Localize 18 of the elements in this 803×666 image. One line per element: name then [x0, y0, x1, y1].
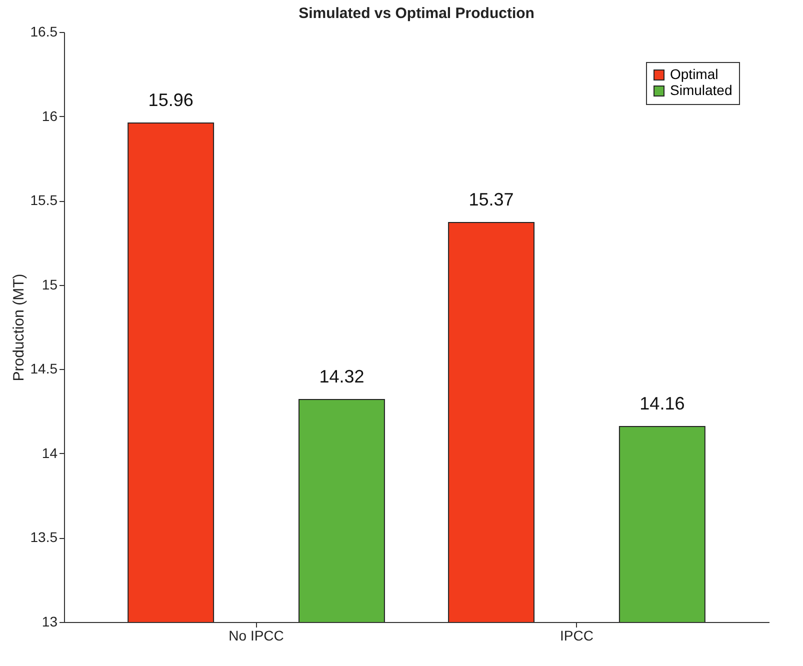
- y-axis-title: Production (MT): [10, 274, 28, 382]
- y-tick-label: 13: [42, 614, 58, 630]
- y-tick-label: 16: [42, 108, 58, 124]
- legend-label: Simulated: [670, 82, 732, 98]
- x-tick-label: IPCC: [560, 628, 594, 644]
- y-tick-label: 16.5: [30, 24, 58, 40]
- y-tick-label: 15: [42, 276, 58, 292]
- data-label: 14.16: [640, 393, 685, 414]
- data-label: 15.37: [468, 189, 514, 210]
- x-tick-label: No IPCC: [228, 628, 284, 644]
- data-label: 15.96: [148, 90, 194, 110]
- chart-title: Simulated vs Optimal Production: [298, 5, 534, 22]
- data-label: 14.32: [319, 366, 364, 386]
- y-tick-label: 14: [42, 444, 58, 461]
- y-tick-label: 15.5: [30, 192, 58, 208]
- y-tick-label: 13.5: [30, 529, 58, 546]
- legend-label: Optimal: [670, 66, 718, 82]
- y-tick-label: 14.5: [30, 360, 58, 377]
